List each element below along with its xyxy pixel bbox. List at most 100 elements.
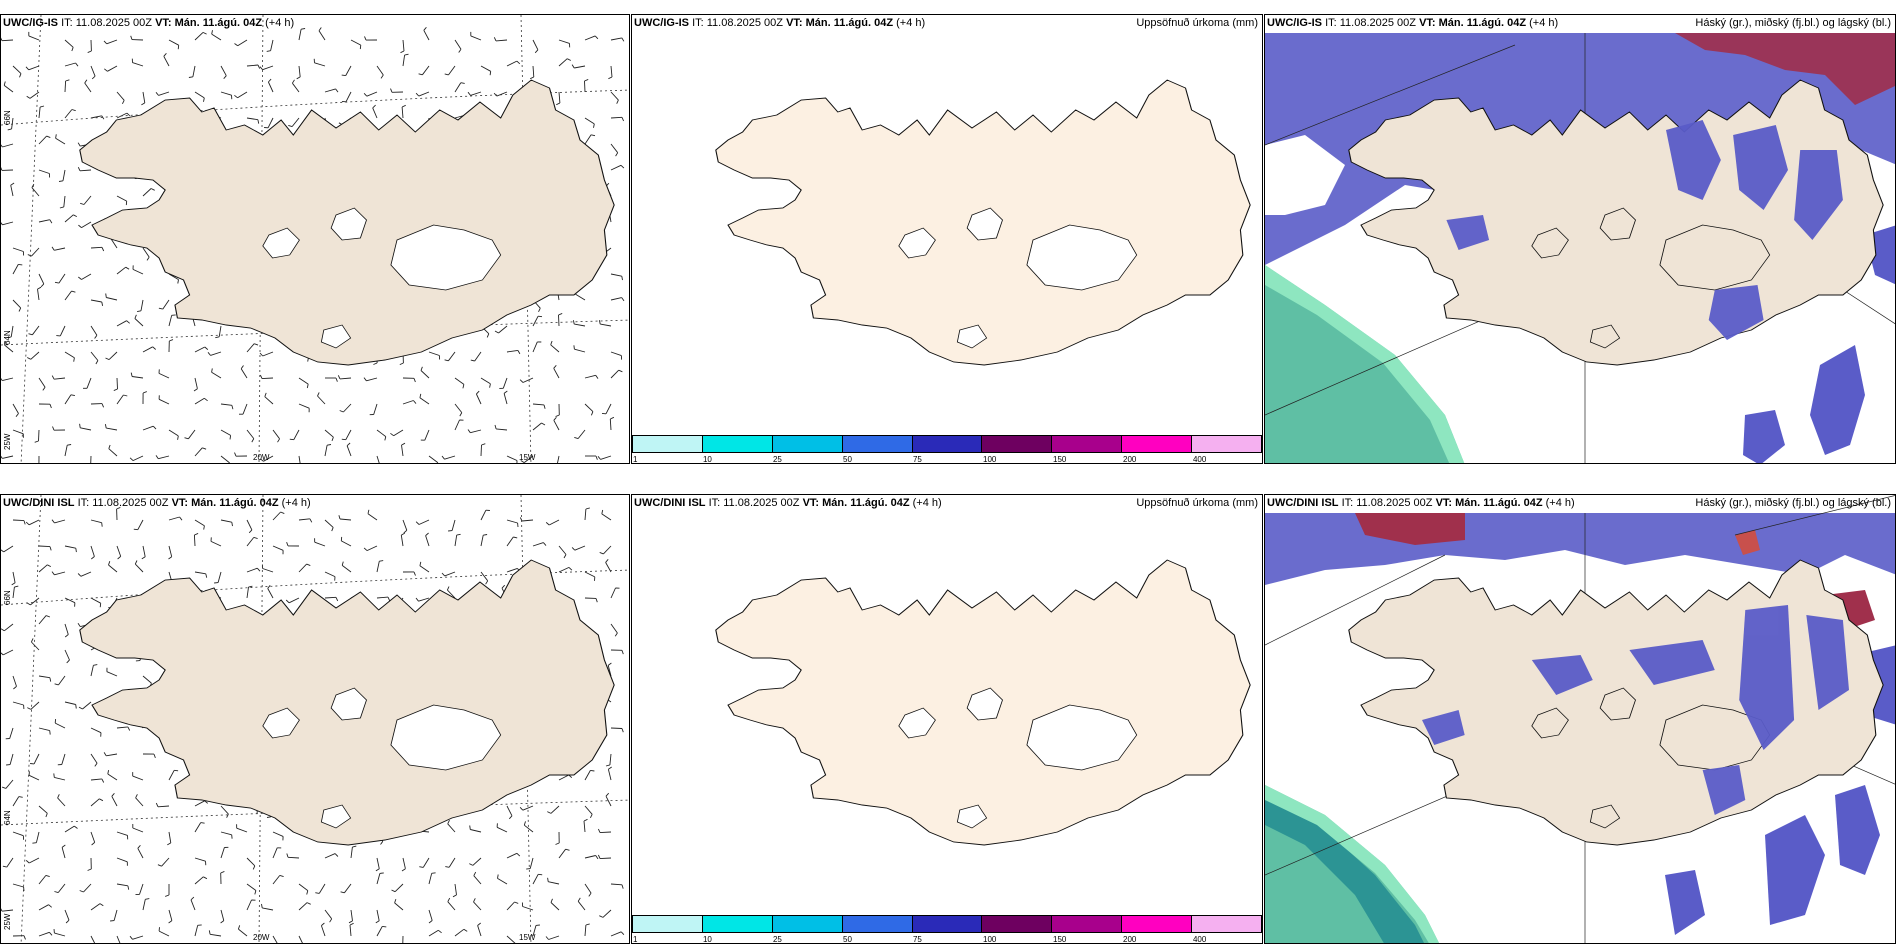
wind-barb xyxy=(293,429,300,440)
wind-barb xyxy=(38,675,50,679)
wind-barb xyxy=(194,571,206,575)
wind-barb-tick xyxy=(254,890,257,895)
wind-barb xyxy=(272,429,280,440)
wind-barb xyxy=(54,247,66,251)
wind-barb-tick xyxy=(538,307,541,313)
wind-barb-tick xyxy=(169,339,174,342)
wind-barb-tick xyxy=(399,362,404,366)
wind-barb-tick xyxy=(331,527,334,532)
panel-header: UWC/IG-IS IT: 11.08.2025 00Z VT: Mán. 11… xyxy=(634,17,1258,29)
wind-barb-tick xyxy=(367,509,370,514)
wind-barb xyxy=(12,403,19,414)
wind-barb xyxy=(237,91,248,99)
wind-barb xyxy=(192,65,196,77)
wind-barb xyxy=(298,883,309,891)
wind-barb-tick xyxy=(125,266,130,270)
wind-barb xyxy=(90,351,99,361)
wind-barb-tick xyxy=(266,816,271,818)
wind-barb-tick xyxy=(547,811,552,814)
precip-colorbar: 1 10 25 50 75 100 150 200 400 xyxy=(632,913,1262,943)
wind-barb-tick xyxy=(101,301,104,306)
wind-barb-tick xyxy=(77,623,81,627)
wind-barb xyxy=(132,935,144,940)
wind-barb-tick xyxy=(373,362,378,365)
wind-barb xyxy=(240,368,248,379)
wind-barb-tick xyxy=(18,307,22,312)
wind-barb-tick xyxy=(1,908,3,912)
wind-barb xyxy=(503,393,508,405)
wind-barb xyxy=(116,883,128,887)
wind-barb xyxy=(142,91,146,103)
colorbar-tick-label: 75 xyxy=(912,935,922,944)
wind-barb xyxy=(400,535,404,547)
wind-barb xyxy=(454,535,458,547)
wind-barb-tick xyxy=(234,94,238,99)
wind-barb-tick xyxy=(419,561,422,566)
wind-barb xyxy=(447,589,456,599)
wind-barb-tick xyxy=(599,551,604,555)
wind-barb-tick xyxy=(306,890,309,895)
wind-barb xyxy=(349,924,352,937)
wind-barb xyxy=(108,351,118,360)
wind-barb xyxy=(210,933,222,937)
wind-barb xyxy=(423,30,430,41)
wind-barb xyxy=(194,876,204,885)
wind-barb xyxy=(607,769,612,781)
wind-barb xyxy=(168,39,179,46)
wind-barb-tick xyxy=(116,506,121,510)
wind-barb xyxy=(522,805,534,811)
wind-barb-tick xyxy=(413,571,416,576)
wind-barb xyxy=(376,926,383,937)
wind-barb-tick xyxy=(47,564,52,568)
wind-barb-tick xyxy=(126,320,130,324)
wind-barb-tick xyxy=(404,53,409,56)
wind-barb xyxy=(263,455,274,462)
wind-barb xyxy=(58,273,66,284)
wind-barb xyxy=(610,65,613,78)
colorbar-tick-label: 1 xyxy=(633,455,638,464)
wind-barb xyxy=(558,91,561,104)
wind-barb-tick xyxy=(583,818,588,822)
wind-map xyxy=(1,15,629,463)
colorbar-swatch xyxy=(772,436,843,452)
wind-barb-tick xyxy=(597,828,601,833)
wind-barb-tick xyxy=(78,224,82,228)
wind-barb xyxy=(376,873,381,885)
wind-barb xyxy=(610,727,623,729)
wind-barb-tick xyxy=(259,374,263,379)
wind-barb xyxy=(194,800,205,807)
wind-barb-tick xyxy=(107,770,110,775)
wind-barb-tick xyxy=(71,47,74,52)
wind-barb-tick xyxy=(1,455,3,459)
wind-barb-tick xyxy=(341,438,346,441)
wind-barb-tick xyxy=(338,515,341,520)
wind-barb xyxy=(610,931,622,937)
wind-barb xyxy=(168,315,173,327)
wind-barb xyxy=(602,909,612,918)
wind-barb-tick xyxy=(52,426,55,431)
wind-barb-tick xyxy=(168,920,173,924)
wind-barb xyxy=(220,455,230,463)
wind-barb xyxy=(134,563,144,573)
wind-barb-tick xyxy=(75,548,77,553)
wind-barb xyxy=(81,221,92,228)
wind-barb xyxy=(584,883,592,894)
wind-barb-tick xyxy=(23,935,26,940)
wind-barb-tick xyxy=(380,74,384,79)
wind-barb xyxy=(86,377,92,389)
wind-barb xyxy=(210,540,222,547)
colorbar-tick-label: 150 xyxy=(1053,455,1067,464)
wind-barb xyxy=(3,85,14,93)
wind-barb-tick xyxy=(470,359,475,362)
wind-barb-tick xyxy=(135,794,138,799)
wind-barb-tick xyxy=(590,411,594,416)
wind-barb xyxy=(428,351,440,356)
wind-barb-tick xyxy=(65,919,70,924)
wind-barb xyxy=(31,187,40,197)
colorbar-tick-label: 1 xyxy=(633,935,638,944)
wind-barb-tick xyxy=(27,254,32,257)
wind-barb xyxy=(497,878,508,885)
wind-barb xyxy=(168,770,175,781)
wind-barb xyxy=(506,60,518,67)
wind-barb xyxy=(532,403,545,406)
